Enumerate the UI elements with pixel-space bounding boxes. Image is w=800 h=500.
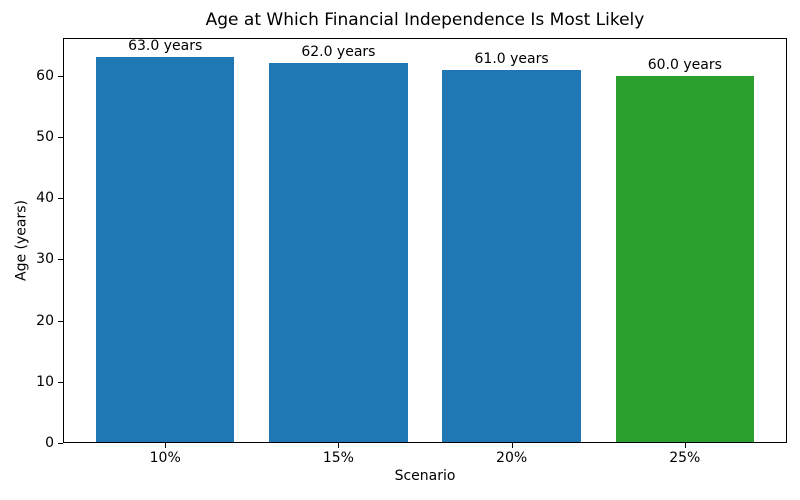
bar-value-label: 60.0 years <box>647 56 722 73</box>
y-tick-label: 50 <box>36 128 54 145</box>
chart-title: Age at Which Financial Independence Is M… <box>205 10 645 30</box>
bar-10% <box>95 57 235 443</box>
bar-20% <box>442 69 581 443</box>
y-tick-label: 0 <box>45 435 54 451</box>
bar-value-label: 61.0 years <box>474 50 549 67</box>
y-tick-mark <box>58 259 63 261</box>
y-axis-title: Age (years) <box>13 200 30 281</box>
x-tick-label: 20% <box>496 450 528 466</box>
x-tick-mark <box>684 443 686 448</box>
bar-value-label: 62.0 years <box>301 44 376 61</box>
bar-15% <box>269 63 408 443</box>
y-tick-label: 60 <box>36 67 54 84</box>
y-tick-mark <box>58 75 63 77</box>
y-tick-mark <box>58 198 63 200</box>
x-tick-label: 15% <box>322 450 354 466</box>
y-tick-mark <box>58 320 63 322</box>
x-axis-title: Scenario <box>394 468 456 484</box>
bar-25% <box>615 75 755 443</box>
y-tick-label: 40 <box>36 190 54 207</box>
x-tick-label: 10% <box>149 450 181 466</box>
y-tick-label: 20 <box>36 312 54 329</box>
x-tick-mark <box>165 443 167 448</box>
y-tick-label: 10 <box>36 373 54 390</box>
x-tick-mark <box>338 443 340 448</box>
y-tick-mark <box>58 381 63 383</box>
y-tick-label: 30 <box>36 251 54 268</box>
y-tick-mark <box>58 443 63 444</box>
y-tick-mark <box>58 136 63 138</box>
x-tick-label: 25% <box>669 450 701 466</box>
x-tick-mark <box>511 443 513 448</box>
bar-value-label: 63.0 years <box>128 38 203 55</box>
